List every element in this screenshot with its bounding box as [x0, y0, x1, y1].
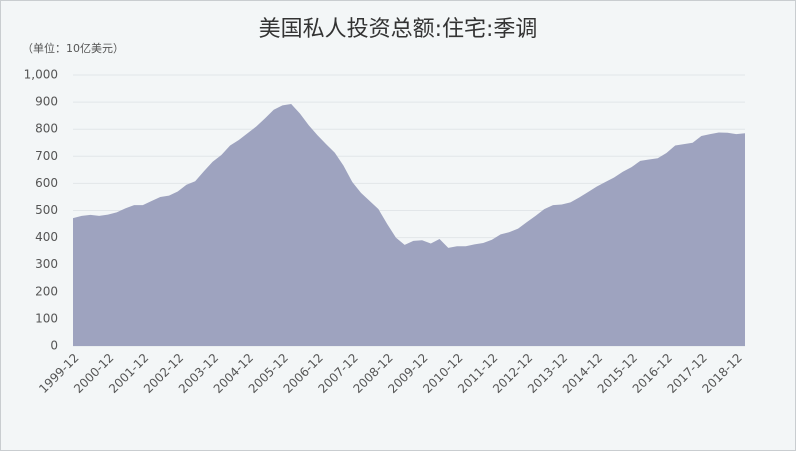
- y-tick-label: 100: [35, 311, 58, 325]
- y-tick-label: 500: [35, 203, 58, 217]
- unit-label: （单位：10亿美元）: [22, 41, 124, 55]
- y-tick-label: 900: [35, 95, 58, 109]
- y-tick-label: 0: [50, 339, 58, 353]
- y-tick-label: 200: [35, 284, 58, 298]
- area: [73, 103, 745, 346]
- y-tick-label: 600: [35, 176, 58, 190]
- y-tick-label: 400: [35, 230, 58, 244]
- y-tick-label: 300: [35, 257, 58, 271]
- y-tick-label: 800: [35, 122, 58, 136]
- y-tick-label: 1,000: [24, 68, 58, 82]
- chart-title: 美国私人投资总额:住宅:季调: [259, 17, 538, 42]
- y-tick-label: 700: [35, 149, 58, 163]
